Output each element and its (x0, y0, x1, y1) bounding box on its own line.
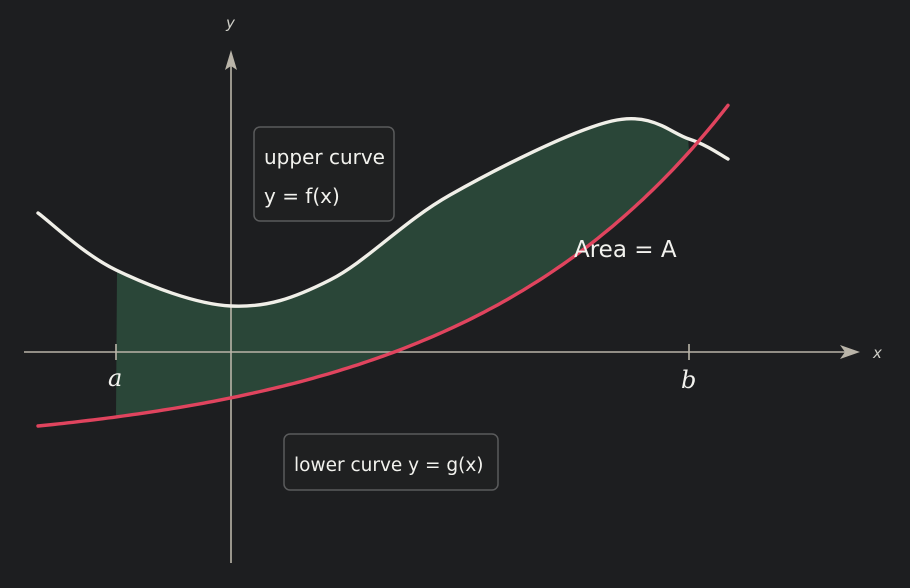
area-label: Area = A (574, 237, 677, 263)
bound-b-label: b (681, 366, 696, 394)
lower-curve-label-box (283, 433, 499, 491)
lower-curve-label: lower curve y = g(x) (294, 455, 484, 476)
upper-curve-label-line1: upper curve (264, 145, 385, 169)
y-axis-label: y (225, 14, 236, 32)
bound-a-label: a (108, 364, 122, 392)
x-axis-label: x (872, 344, 882, 362)
y-axis-arrow-icon (225, 50, 237, 70)
upper-curve (36, 116, 730, 308)
x-axis-arrow-icon (840, 345, 860, 359)
upper-curve-label-box (253, 126, 395, 222)
lower-curve (36, 103, 730, 428)
upper-curve-label-line2: y = f(x) (264, 184, 340, 208)
area-region (116, 118, 689, 417)
